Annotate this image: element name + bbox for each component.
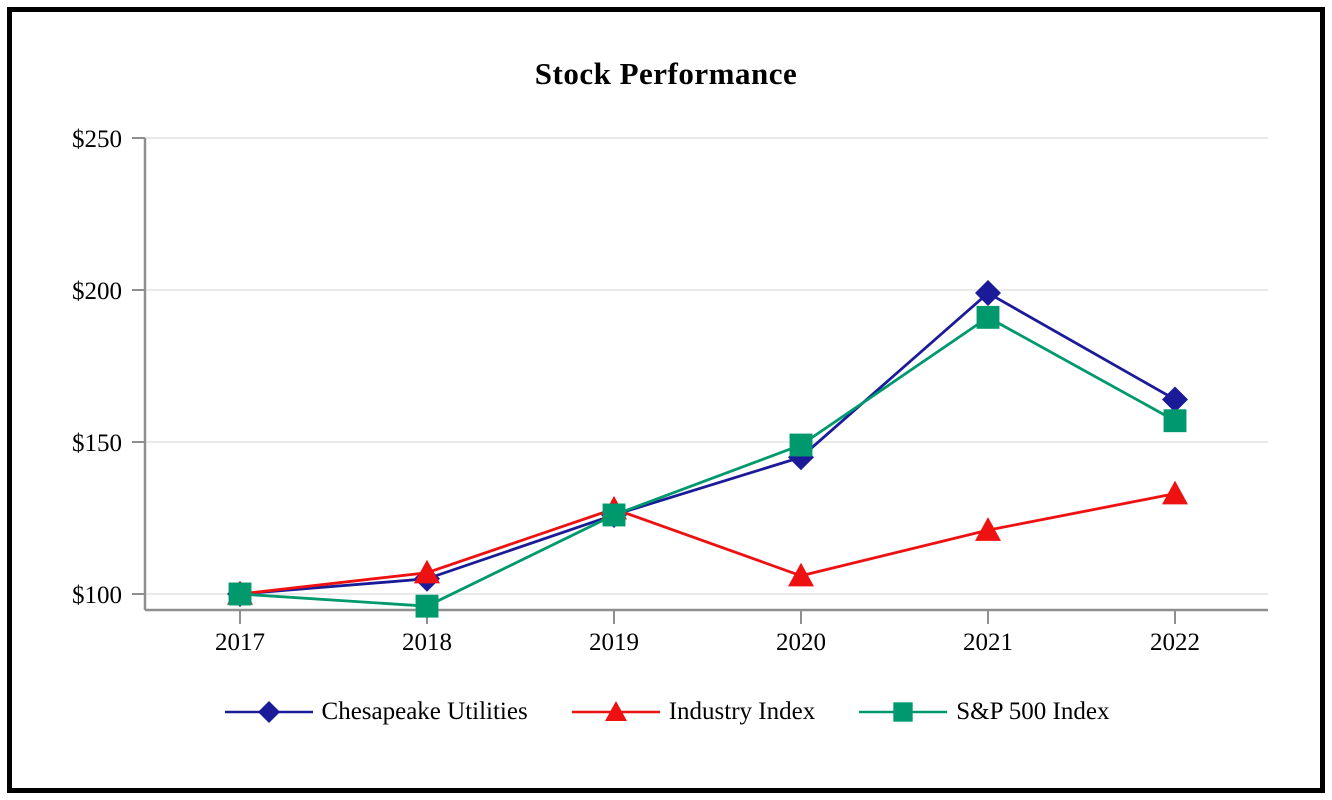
marker-square-s-p-500-index bbox=[228, 582, 252, 606]
marker-square-s-p-500-index bbox=[789, 433, 813, 457]
marker-square-s-p-500-index bbox=[1163, 409, 1187, 433]
chart-title: Stock Performance bbox=[534, 56, 798, 91]
marker-triangle-industry-index bbox=[788, 562, 814, 587]
legend-item-s-p-500-index: S&P 500 Index bbox=[857, 697, 1109, 727]
legend-item-industry-index: Industry Index bbox=[570, 697, 816, 727]
legend-swatch-triangle-icon bbox=[571, 701, 660, 722]
y-tick-label: $150 bbox=[72, 430, 122, 457]
marker-triangle-industry-index bbox=[1162, 480, 1188, 505]
marker-square-s-p-500-index bbox=[415, 594, 439, 618]
x-tick-label: 2019 bbox=[589, 629, 639, 656]
legend-swatch-diamond-icon bbox=[224, 701, 313, 723]
y-tick-label: $100 bbox=[72, 582, 122, 609]
marker-triangle-industry-index bbox=[604, 701, 627, 722]
legend-label-s-p-500-index: S&P 500 Index bbox=[956, 698, 1110, 725]
marker-square-s-p-500-index bbox=[976, 305, 1000, 329]
y-tick-label: $200 bbox=[72, 278, 122, 305]
x-tick-label: 2017 bbox=[215, 629, 265, 656]
x-tick-label: 2021 bbox=[963, 629, 1013, 656]
series-line-s-p-500-index bbox=[239, 315, 1176, 608]
legend-label-chesapeake-utilities: Chesapeake Utilities bbox=[321, 698, 528, 725]
series-line-industry-index bbox=[239, 492, 1176, 596]
legend-item-chesapeake-utilities: Chesapeake Utilities bbox=[223, 697, 528, 727]
chart-border-frame bbox=[7, 7, 1325, 793]
marker-diamond-chesapeake-utilities bbox=[257, 701, 280, 723]
x-tick-label: 2018 bbox=[402, 629, 452, 656]
marker-square-s-p-500-index bbox=[893, 702, 913, 722]
x-tick-label: 2020 bbox=[776, 629, 826, 656]
marker-triangle-industry-index bbox=[975, 517, 1001, 541]
legend-label-industry-index: Industry Index bbox=[668, 698, 816, 725]
marker-diamond-chesapeake-utilities bbox=[975, 280, 1001, 307]
marker-triangle-industry-index bbox=[414, 559, 440, 584]
marker-diamond-chesapeake-utilities bbox=[1162, 386, 1188, 413]
marker-square-s-p-500-index bbox=[602, 503, 626, 527]
series-s-p-500-index bbox=[228, 305, 1187, 618]
legend-swatch-square-icon bbox=[859, 702, 948, 722]
y-tick-label: $250 bbox=[72, 126, 122, 153]
chart-legend: Chesapeake Utilities Industry Index S&P 50… bbox=[0, 688, 1332, 736]
series-industry-index bbox=[227, 480, 1188, 605]
x-tick-label: 2022 bbox=[1150, 629, 1200, 656]
series-line-chesapeake-utilities bbox=[239, 291, 1176, 596]
series-chesapeake-utilities bbox=[227, 280, 1188, 607]
